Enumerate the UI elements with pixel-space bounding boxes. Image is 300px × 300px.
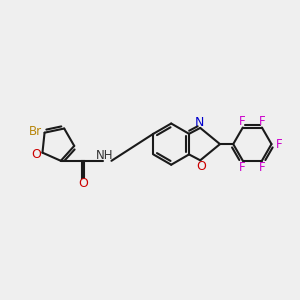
Text: F: F bbox=[239, 115, 245, 128]
Text: Br: Br bbox=[29, 125, 42, 138]
Text: N: N bbox=[195, 116, 204, 128]
Text: F: F bbox=[239, 161, 245, 174]
Text: NH: NH bbox=[96, 149, 113, 162]
Text: O: O bbox=[78, 177, 88, 190]
Text: O: O bbox=[31, 148, 41, 160]
Text: F: F bbox=[259, 161, 266, 174]
Text: O: O bbox=[196, 160, 206, 173]
Text: F: F bbox=[259, 115, 266, 128]
Text: F: F bbox=[275, 138, 282, 151]
